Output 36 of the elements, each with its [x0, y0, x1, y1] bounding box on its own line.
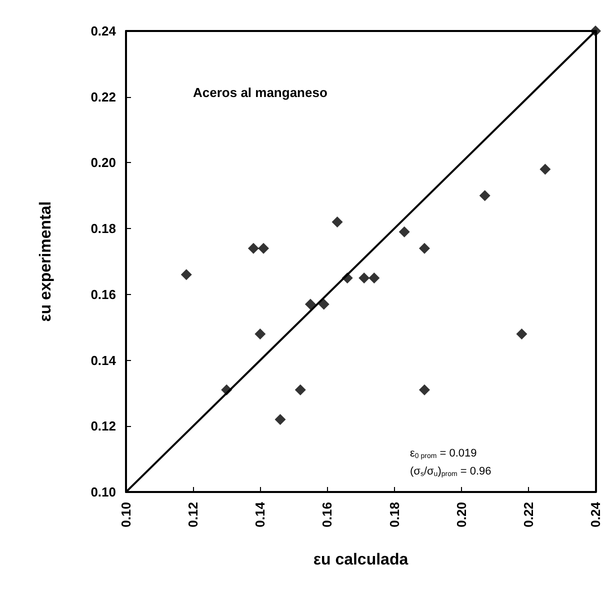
point	[254, 328, 266, 340]
y-axis-title: εu experimental	[38, 201, 54, 322]
y-tick-label: 0.12	[90, 418, 116, 434]
point	[274, 414, 286, 426]
point	[332, 216, 343, 228]
y-tick-label: 0.16	[90, 286, 116, 302]
y-tick-label: 0.22	[90, 89, 116, 104]
point	[368, 272, 380, 284]
y-tick-label: 0.14	[90, 352, 117, 368]
point	[248, 242, 259, 254]
point	[358, 272, 370, 284]
annotation: Aceros al manganeso	[193, 85, 328, 100]
point	[479, 190, 490, 202]
y-tick-label: 0.20	[90, 155, 116, 170]
point	[418, 384, 430, 396]
x-tick-label: 0.22	[520, 502, 536, 528]
point	[180, 269, 192, 280]
y-tick-label: 0.10	[90, 484, 116, 500]
x-tick-label: 0.16	[320, 502, 335, 528]
point	[304, 298, 316, 310]
point	[418, 242, 430, 254]
point	[318, 298, 330, 310]
point	[294, 384, 306, 396]
point	[398, 226, 410, 238]
x-tick-label: 0.20	[454, 502, 469, 528]
y-tick-label: 0.24	[90, 24, 117, 38]
x-tick-label: 0.14	[252, 501, 268, 528]
point	[516, 328, 528, 340]
y-tick-label: 0.18	[90, 221, 116, 236]
point	[540, 164, 551, 175]
x-tick-label: 0.18	[386, 502, 402, 528]
x-axis-title: εu calculada	[313, 552, 408, 568]
x-tick-label: 0.12	[186, 502, 201, 528]
x-tick-label: 0.10	[118, 502, 134, 528]
x-tick-label: 0.24	[588, 501, 603, 528]
point	[258, 242, 269, 254]
